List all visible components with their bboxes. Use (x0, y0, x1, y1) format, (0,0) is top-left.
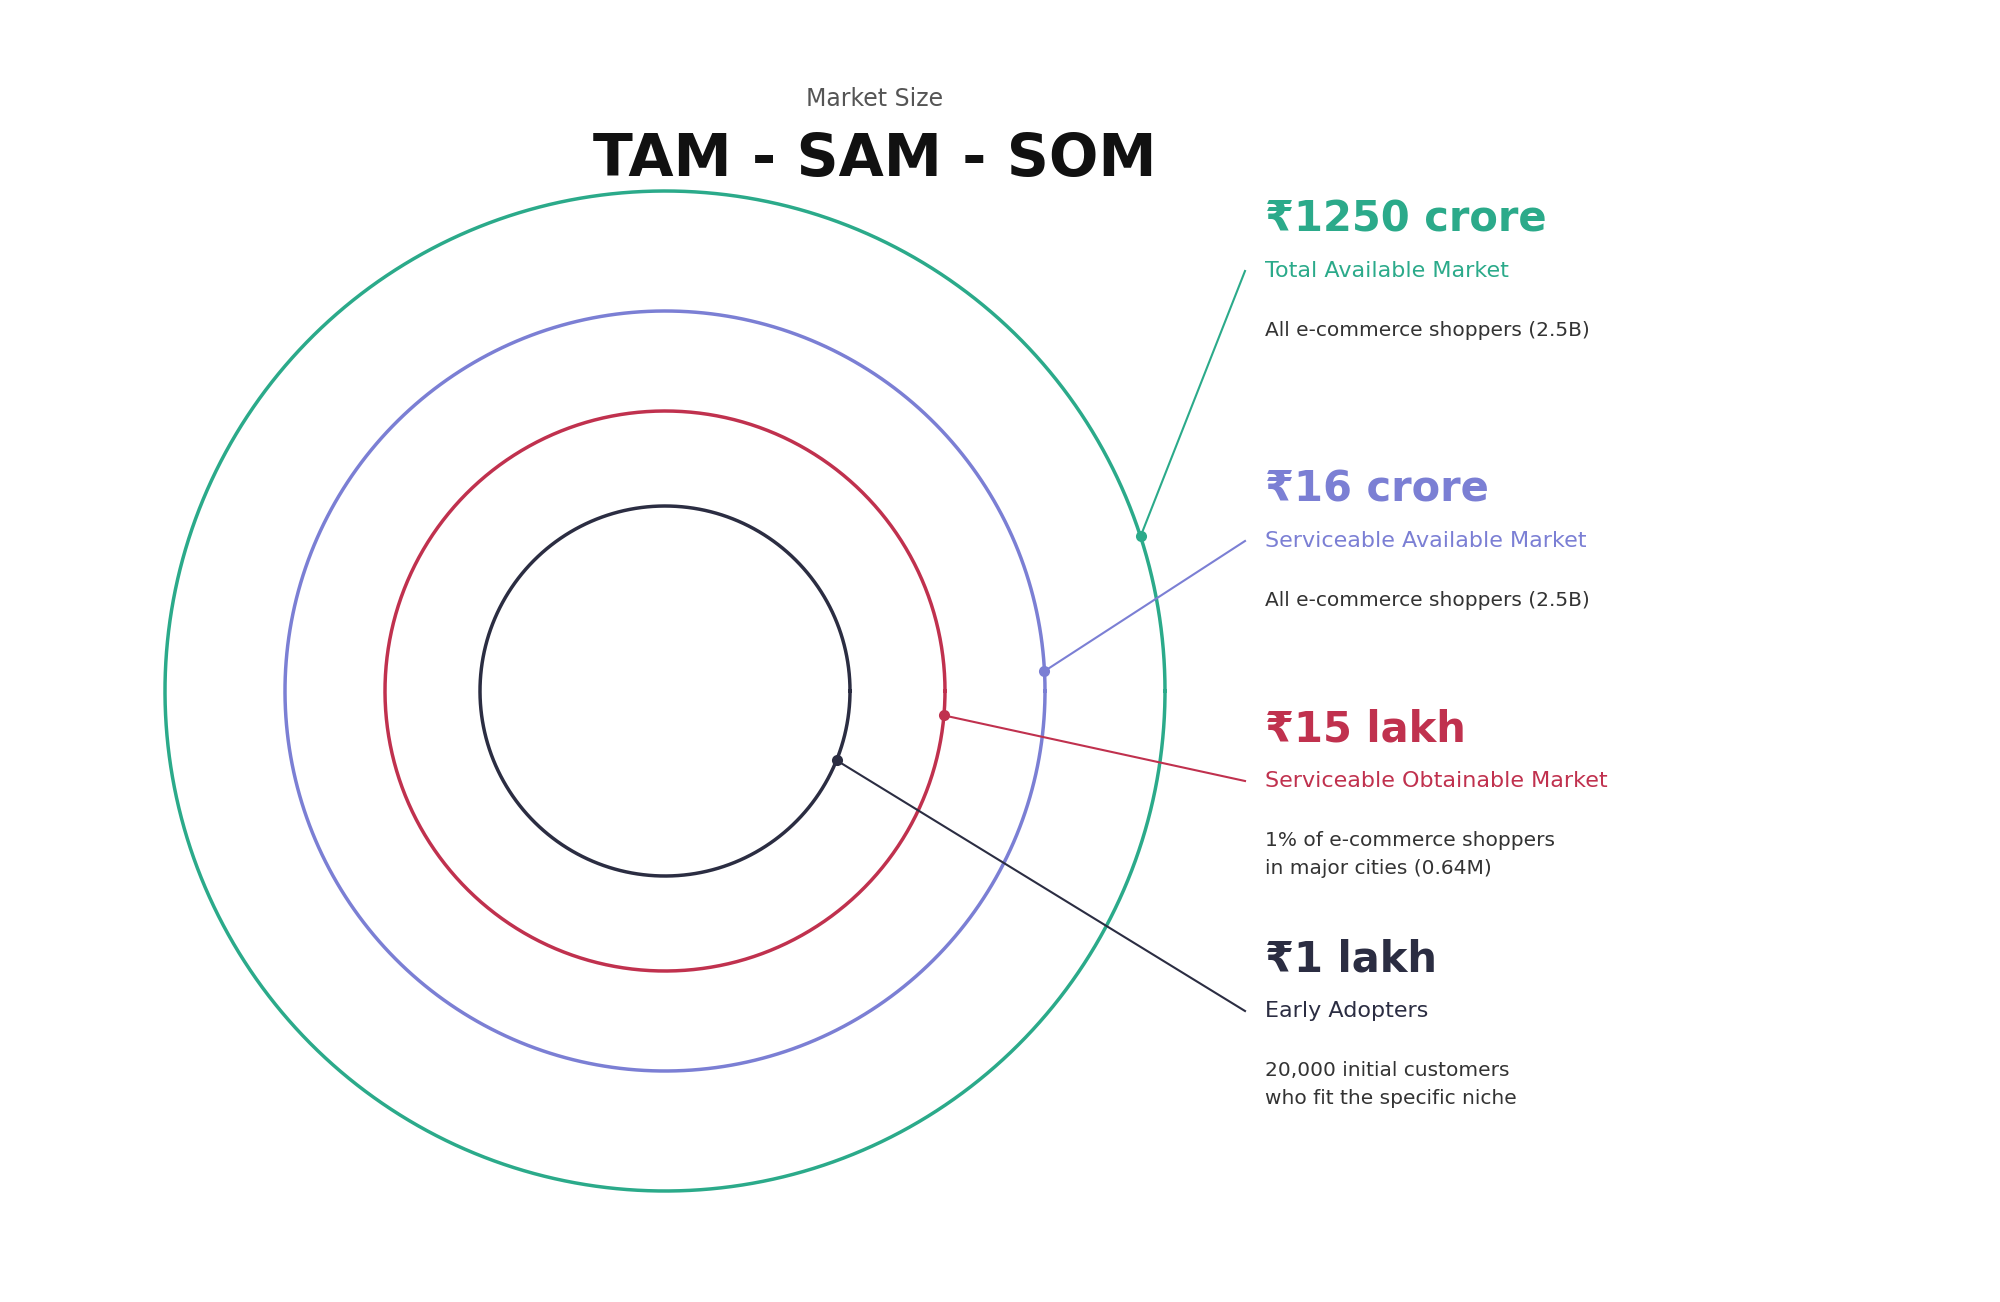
Text: 1% of e-commerce shoppers
in major cities (0.64M): 1% of e-commerce shoppers in major citie… (1266, 831, 1556, 878)
Text: Total Available Market: Total Available Market (1266, 260, 1508, 281)
Text: ₹15 lakh: ₹15 lakh (1266, 710, 1466, 751)
Text: 20,000 initial customers
who fit the specific niche: 20,000 initial customers who fit the spe… (1266, 1061, 1516, 1108)
Text: All e-commerce shoppers (2.5B): All e-commerce shoppers (2.5B) (1266, 591, 1590, 611)
Text: ₹1 lakh: ₹1 lakh (1266, 939, 1436, 980)
Text: Market Size: Market Size (806, 87, 944, 111)
Text: TAM - SAM - SOM: TAM - SAM - SOM (594, 132, 1156, 187)
Text: All e-commerce shoppers (2.5B): All e-commerce shoppers (2.5B) (1266, 322, 1590, 340)
Text: Early Adopters: Early Adopters (1266, 1001, 1428, 1021)
Text: ₹1250 crore: ₹1250 crore (1266, 199, 1546, 241)
Text: Serviceable Obtainable Market: Serviceable Obtainable Market (1266, 771, 1608, 792)
Text: ₹16 crore: ₹16 crore (1266, 469, 1488, 510)
Text: Serviceable Available Market: Serviceable Available Market (1266, 531, 1586, 551)
